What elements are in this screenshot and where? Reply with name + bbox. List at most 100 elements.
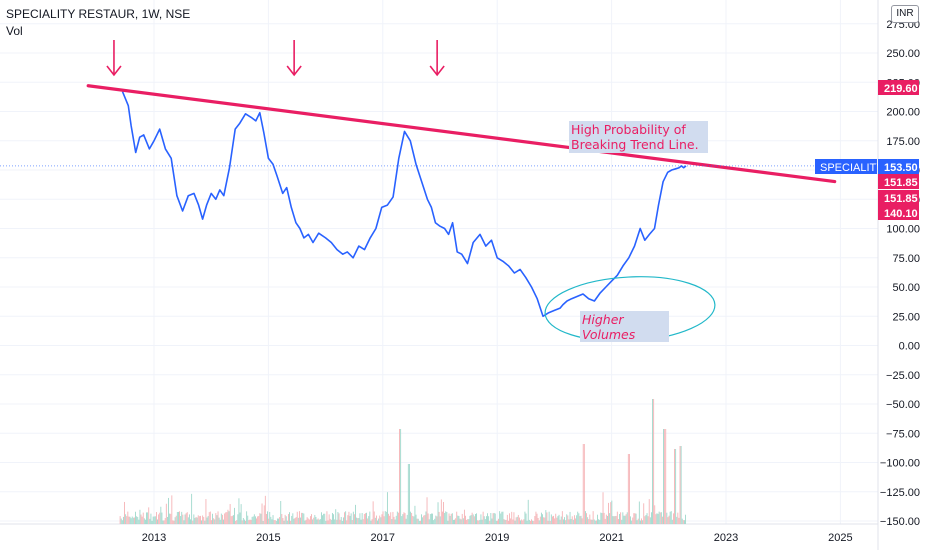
currency-button[interactable]: INR [891,5,919,23]
volume-bar [410,511,411,524]
volume-bar [191,493,193,524]
volume-bar [240,504,242,524]
volume-bar [226,512,228,524]
volume-bar [177,511,179,524]
volume-bar [481,519,483,524]
volume-bar [322,515,323,524]
volume-bar [518,517,520,524]
symbol-line: SPECIALITY RESTAUR, 1W, NSE [6,7,191,21]
volume-annotation-bg [580,311,669,342]
volume-bar [403,512,405,524]
volume-bar [209,511,211,524]
volume-bar [307,518,309,524]
volume-bar [535,511,537,524]
price-tag [878,80,919,95]
volume-bar [171,495,173,524]
volume-bar [561,511,563,524]
volume-bar [430,513,432,524]
volume-bar [493,512,495,524]
volume-bar [329,518,331,524]
volume-bar [639,520,641,524]
volume-bar [402,514,404,524]
volume-bar [300,517,301,524]
volume-bar [357,518,359,524]
volume-bar [267,511,268,524]
volume-bar [590,519,592,524]
volume-bar [638,501,640,524]
volume-bar [163,520,165,524]
volume-annotation-text: Volumes [582,327,636,342]
volume-bar [337,511,339,524]
volume-bar [217,511,219,524]
volume-bar [137,516,139,524]
price-tag-label: 219.60 [884,83,918,95]
volume-bar [613,516,615,524]
volume-bar [146,512,147,524]
volume-bar [378,518,380,524]
volume-bar [358,518,360,524]
volume-bar [670,511,672,524]
volume-bar [491,518,493,524]
volume-bar [131,516,133,524]
volume-bar [375,515,377,524]
volume-bar [533,520,535,524]
volume-bar [526,520,528,524]
volume-bar [676,516,678,524]
volume-bar [364,513,366,524]
volume-bar [406,514,408,524]
volume-bar [667,517,669,524]
volume-bar [275,520,277,524]
volume-bar [185,513,187,524]
volume-bar [269,511,271,524]
volume-bar [272,515,274,524]
volume-bar [188,514,190,524]
volume-bar [251,516,253,524]
volume-bar [389,515,391,524]
volume-bar [243,519,245,524]
volume-bar [675,449,677,524]
volume-bar [473,516,475,524]
volume-bar [212,513,213,524]
volume-bar [446,512,448,524]
y-tick-label: −75.00 [886,428,920,440]
y-tick-label: 75.00 [892,253,920,265]
volume-bar [612,516,614,524]
volume-bar [413,516,415,524]
price-tag-label: 140.10 [884,208,918,220]
volume-bar [326,511,328,524]
volume-bar [391,519,393,524]
volume-bar [548,511,550,524]
volume-bar [615,515,617,524]
x-tick-label: 2015 [256,532,280,544]
volume-bar [120,518,122,524]
volume-bar [653,399,655,524]
volume-bar [555,513,557,524]
volume-bar [315,516,317,524]
volume-bar [353,514,355,524]
volume-bar [602,492,604,524]
volume-bar [586,513,587,524]
volume-bar [362,519,364,524]
x-tick-label: 2017 [371,532,395,544]
volume-bar [655,514,657,524]
volume-bar [229,504,231,524]
volume-bar [575,518,576,524]
volume-bar [668,515,670,524]
volume-bar [537,517,539,524]
volume-bar [581,518,583,524]
volume-bar [417,518,419,524]
volume-bar [610,502,612,524]
volume-bar [121,520,123,524]
volume-bar [505,519,507,524]
volume-bar [282,518,284,524]
volume-bar [268,518,270,524]
volume-bar [351,520,353,524]
volume-bar [254,516,256,524]
volume-bar [349,515,351,524]
volume-bar [154,516,156,524]
volume-bar [611,500,613,524]
volume-bar [584,511,586,524]
volume-bar [407,464,409,524]
volume-bar [305,519,307,524]
